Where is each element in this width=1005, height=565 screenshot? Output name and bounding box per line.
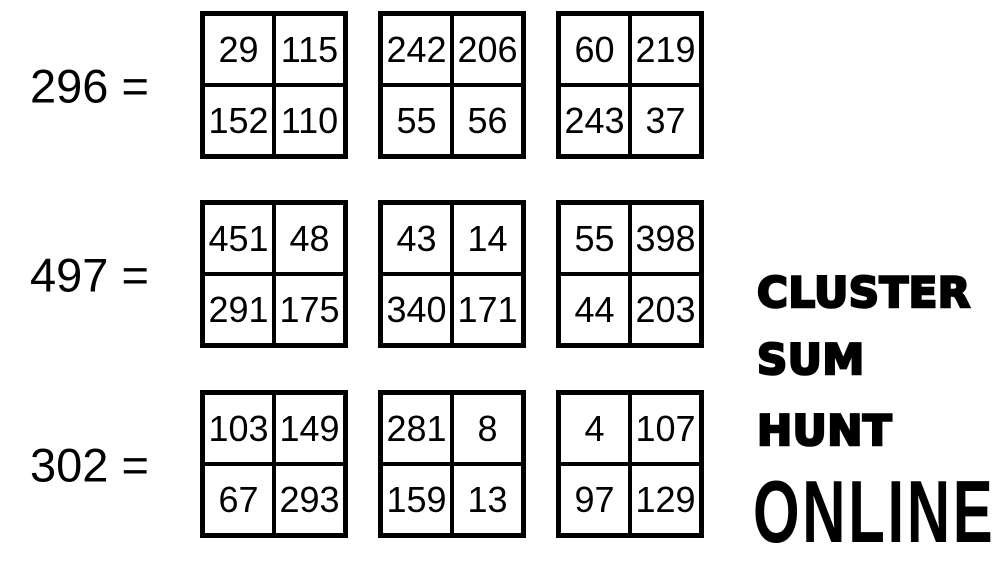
puzzle-row: 497 = 451 48 291 175 43 14 340 171 55 398 44 203: [0, 200, 760, 350]
grid-cell[interactable]: 8: [452, 393, 523, 464]
grid-cell[interactable]: 60: [559, 14, 630, 85]
grid-cell[interactable]: 340: [381, 274, 452, 345]
grid-cell[interactable]: 149: [274, 393, 345, 464]
grid-cell[interactable]: 159: [381, 464, 452, 535]
grid-cell[interactable]: 43: [381, 203, 452, 274]
grid-cell[interactable]: 107: [630, 393, 701, 464]
grid-cell[interactable]: 242: [381, 14, 452, 85]
target-sum-label: 497 =: [30, 248, 149, 302]
grid-cell[interactable]: 56: [452, 85, 523, 156]
logo-word-hunt: HUNT: [756, 406, 893, 455]
grid-cell[interactable]: 29: [203, 14, 274, 85]
grid-cell[interactable]: 175: [274, 274, 345, 345]
grid-cell[interactable]: 171: [452, 274, 523, 345]
grid-cell[interactable]: 398: [630, 203, 701, 274]
puzzle-row: 302 = 103 149 67 293 281 8 159 13 4 107 97 129: [0, 390, 760, 540]
grid-cell[interactable]: 55: [559, 203, 630, 274]
grid-cell[interactable]: 110: [274, 85, 345, 156]
logo-word-sum: SUM: [756, 335, 866, 384]
grid-cell[interactable]: 203: [630, 274, 701, 345]
grid-cell[interactable]: 291: [203, 274, 274, 345]
grid-cell[interactable]: 281: [381, 393, 452, 464]
answer-grid[interactable]: 103 149 67 293: [200, 390, 348, 538]
grid-cell[interactable]: 219: [630, 14, 701, 85]
grid-cell[interactable]: 103: [203, 393, 274, 464]
answer-grid[interactable]: 242 206 55 56: [378, 11, 526, 159]
target-sum-label: 302 =: [30, 438, 149, 492]
grid-cell[interactable]: 293: [274, 464, 345, 535]
grid-cell[interactable]: 129: [630, 464, 701, 535]
grid-cell[interactable]: 4: [559, 393, 630, 464]
answer-grid[interactable]: 451 48 291 175: [200, 200, 348, 348]
grid-cell[interactable]: 14: [452, 203, 523, 274]
grid-cell[interactable]: 206: [452, 14, 523, 85]
logo-word-cluster: CLUSTER: [756, 268, 972, 317]
answer-grid[interactable]: 29 115 152 110: [200, 11, 348, 159]
puzzle-row: 296 = 29 115 152 110 242 206 55 56 60 219 243 37: [0, 11, 760, 161]
answer-grid[interactable]: 60 219 243 37: [556, 11, 704, 159]
answer-grid[interactable]: 43 14 340 171: [378, 200, 526, 348]
target-sum-label: 296 =: [30, 59, 149, 113]
answer-grid[interactable]: 4 107 97 129: [556, 390, 704, 538]
grid-cell[interactable]: 67: [203, 464, 274, 535]
grid-cell[interactable]: 37: [630, 85, 701, 156]
grid-cell[interactable]: 451: [203, 203, 274, 274]
logo-word-online: ONLINE: [753, 462, 996, 561]
answer-grid[interactable]: 281 8 159 13: [378, 390, 526, 538]
grid-cell[interactable]: 44: [559, 274, 630, 345]
grid-cell[interactable]: 48: [274, 203, 345, 274]
grid-cell[interactable]: 152: [203, 85, 274, 156]
grid-cell[interactable]: 55: [381, 85, 452, 156]
grid-cell[interactable]: 13: [452, 464, 523, 535]
grid-cell[interactable]: 97: [559, 464, 630, 535]
grid-cell[interactable]: 115: [274, 14, 345, 85]
answer-grid[interactable]: 55 398 44 203: [556, 200, 704, 348]
grid-cell[interactable]: 243: [559, 85, 630, 156]
